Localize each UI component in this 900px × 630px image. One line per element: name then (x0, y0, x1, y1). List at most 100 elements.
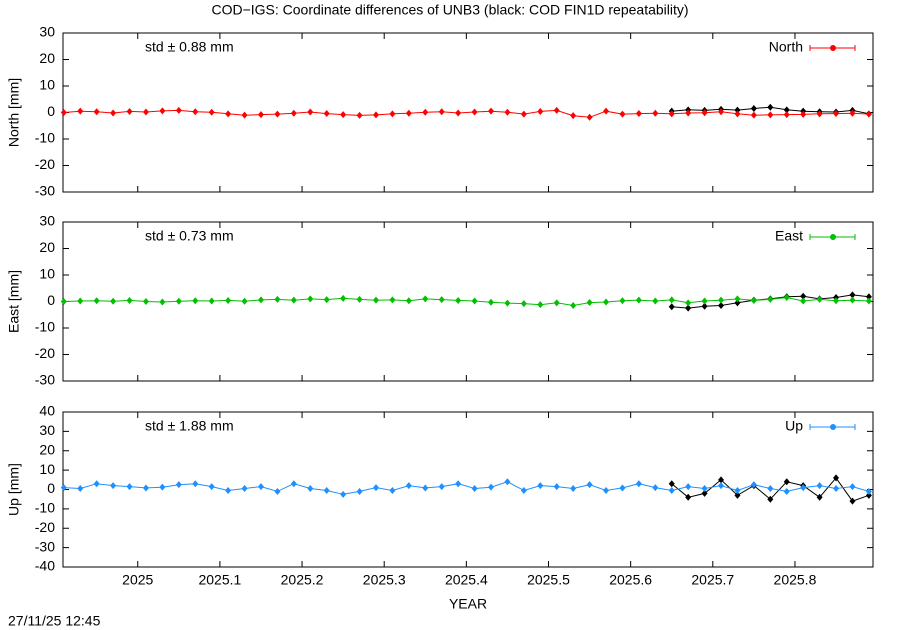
data-point (816, 295, 823, 303)
x-tick-label: 2025.5 (527, 572, 570, 588)
data-point (586, 481, 593, 489)
data-point (701, 109, 708, 117)
data-point (257, 483, 264, 491)
y-tick-label: 10 (39, 77, 55, 93)
data-point (225, 486, 232, 494)
data-point (652, 484, 659, 492)
y-tick-label: -30 (35, 538, 55, 554)
y-axis-label: East [mm] (6, 270, 22, 333)
data-point (438, 296, 445, 304)
y-tick-label: -10 (35, 319, 55, 335)
x-tick-label: 2025.4 (445, 572, 488, 588)
data-point (60, 484, 67, 492)
data-point (586, 113, 593, 121)
data-point (77, 107, 84, 115)
data-point (175, 106, 182, 114)
data-point (800, 292, 807, 300)
data-point (93, 108, 100, 116)
data-point (668, 303, 675, 311)
data-point (816, 110, 823, 118)
data-point (175, 481, 182, 489)
y-tick-label: -30 (35, 183, 55, 199)
y-tick-label: -40 (35, 558, 55, 574)
data-point (159, 483, 166, 491)
data-point (750, 296, 757, 304)
data-point (126, 483, 133, 491)
data-point (635, 480, 642, 488)
data-point (635, 296, 642, 304)
data-point (192, 108, 199, 116)
data-point (225, 110, 232, 118)
data-point (734, 299, 741, 307)
x-tick-label: 2025.1 (198, 572, 241, 588)
y-tick-label: -20 (35, 156, 55, 172)
data-point (110, 109, 117, 117)
data-point (734, 295, 741, 303)
data-point (603, 486, 610, 494)
data-point (225, 296, 232, 304)
data-point (603, 298, 610, 306)
legend-marker (830, 424, 836, 430)
data-point (274, 295, 281, 303)
y-tick-label: 10 (39, 266, 55, 282)
x-tick-label: 2025.8 (774, 572, 817, 588)
data-point (520, 486, 527, 494)
data-point (767, 111, 774, 119)
data-point (783, 106, 790, 114)
data-point (356, 295, 363, 303)
data-point (488, 107, 495, 115)
data-point (833, 110, 840, 118)
data-point (718, 476, 725, 484)
data-point (405, 109, 412, 117)
data-point (586, 299, 593, 307)
data-point (767, 295, 774, 303)
y-tick-label: 20 (39, 239, 55, 255)
data-point (142, 298, 149, 305)
data-point (800, 110, 807, 118)
data-point (504, 299, 511, 307)
x-tick-label: 2025.7 (691, 572, 734, 588)
data-point (734, 491, 741, 499)
y-tick-label: 40 (39, 403, 55, 419)
data-point (372, 484, 379, 492)
data-point (257, 111, 264, 119)
data-point (619, 110, 626, 118)
legend-marker (830, 234, 836, 240)
data-point (389, 110, 396, 118)
data-point (849, 296, 856, 304)
data-point (635, 110, 642, 118)
data-point (833, 485, 840, 493)
data-point (208, 483, 215, 491)
data-point (849, 291, 856, 299)
data-point (241, 111, 248, 119)
data-point (800, 484, 807, 492)
annotation: std ± 0.73 mm (145, 228, 234, 244)
data-point (849, 483, 856, 491)
y-tick-label: 20 (39, 441, 55, 457)
x-tick-label: 2025.3 (363, 572, 406, 588)
data-point (652, 297, 659, 305)
y-tick-label: -10 (35, 500, 55, 516)
y-tick-label: -10 (35, 130, 55, 146)
data-point (849, 109, 856, 117)
data-point (849, 497, 856, 505)
data-point (750, 111, 757, 119)
data-point (389, 486, 396, 494)
data-point (652, 109, 659, 117)
data-point (488, 483, 495, 491)
data-point (685, 483, 692, 491)
data-point (537, 107, 544, 115)
data-point (405, 482, 412, 490)
data-point (307, 485, 314, 493)
legend-marker (830, 45, 836, 51)
data-point (389, 296, 396, 304)
y-tick-label: 0 (47, 480, 55, 496)
y-tick-label: 30 (39, 422, 55, 438)
data-point (307, 295, 314, 303)
data-point (619, 297, 626, 305)
data-point (192, 480, 199, 488)
y-tick-label: 0 (47, 292, 55, 308)
data-point (833, 297, 840, 305)
